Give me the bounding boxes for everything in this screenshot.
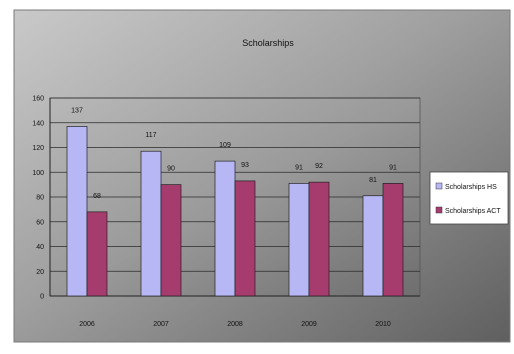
y-axis-ticks: 0 20 40 60 80 100 120 140 160	[32, 96, 44, 301]
bar-hs	[140, 150, 162, 297]
bar-hs	[288, 183, 310, 297]
bar-value-label: 91	[389, 164, 397, 171]
bar-act	[308, 181, 330, 297]
bar-hs	[362, 195, 384, 297]
y-tick-label: 120	[32, 145, 44, 152]
bar-value-label: 117	[145, 132, 156, 139]
legend-swatch-hs	[435, 182, 443, 190]
bar-value-label: 137	[71, 107, 83, 114]
legend-label-hs: Scholarships HS	[445, 184, 497, 191]
bar-value-label: 92	[315, 163, 323, 170]
bar-hs	[66, 126, 88, 297]
x-tick-label: 2008	[227, 321, 243, 328]
x-tick-label: 2006	[79, 321, 95, 328]
legend-swatch-act	[435, 206, 443, 214]
bar-act	[234, 180, 256, 297]
y-tick-label: 80	[36, 195, 44, 202]
y-tick-label: 140	[32, 120, 44, 127]
x-tick-label: 2007	[153, 321, 169, 328]
y-tick-label: 40	[36, 244, 44, 251]
x-axis-ticks: 2006 2007 2008 2009 2010	[79, 321, 391, 328]
bar-value-label: 90	[167, 166, 175, 173]
bar-act	[160, 184, 182, 297]
bar-act	[86, 211, 108, 297]
legend-label-act: Scholarships ACT	[445, 208, 501, 215]
y-tick-label: 20	[36, 269, 44, 276]
chart-title: Scholarships	[242, 38, 294, 48]
legend-box	[429, 171, 509, 225]
legend: Scholarships HS Scholarships ACT	[429, 171, 509, 225]
bar-value-label: 109	[219, 142, 231, 149]
bar-value-label: 91	[295, 164, 303, 171]
bars: 137 68 117 90 109 93 91 92 81 91	[66, 107, 404, 297]
bar-value-label: 68	[93, 193, 101, 200]
bar-act	[382, 183, 404, 297]
y-tick-label: 100	[32, 170, 44, 177]
y-tick-label: 0	[40, 294, 44, 301]
bar-value-label: 93	[241, 162, 249, 169]
x-tick-label: 2009	[301, 321, 317, 328]
bar-value-label: 81	[369, 177, 377, 184]
y-tick-label: 60	[36, 219, 44, 226]
x-tick-label: 2010	[375, 321, 391, 328]
y-tick-label: 160	[32, 96, 44, 103]
bar-hs	[214, 160, 236, 297]
